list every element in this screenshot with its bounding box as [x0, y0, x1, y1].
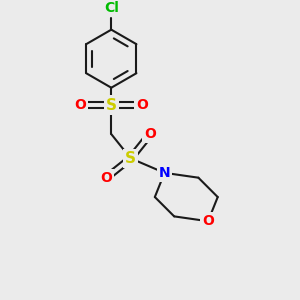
Text: O: O [144, 127, 156, 141]
Text: O: O [202, 214, 214, 228]
Text: O: O [100, 171, 112, 185]
Text: S: S [106, 98, 117, 112]
Text: O: O [136, 98, 148, 112]
Text: S: S [125, 151, 136, 166]
Text: Cl: Cl [104, 2, 119, 15]
Text: O: O [74, 98, 86, 112]
Text: N: N [159, 166, 170, 180]
